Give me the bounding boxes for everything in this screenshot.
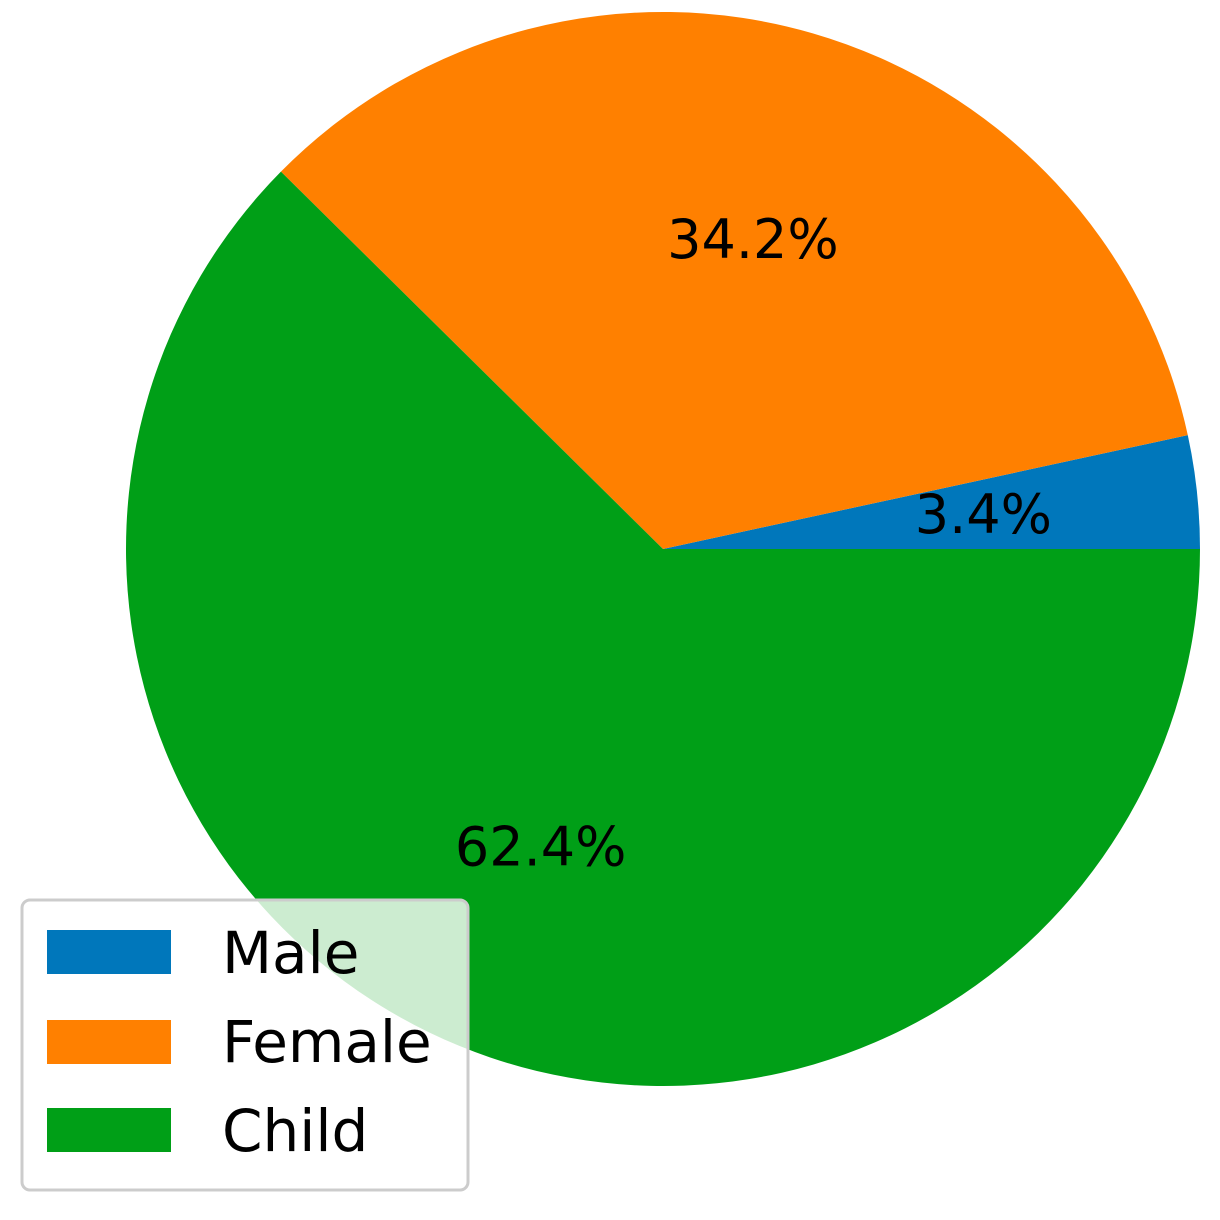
legend-label-female: Female — [222, 1008, 432, 1076]
pie-slice-child — [125, 171, 1201, 1087]
legend-swatch-male — [47, 930, 171, 974]
pie-slice-female — [280, 11, 1188, 550]
legend-label-child: Child — [222, 1097, 368, 1165]
legend: Male Female Child — [20, 898, 470, 1192]
legend-label-male: Male — [222, 919, 359, 987]
pie-label-child: 62.4% — [455, 816, 627, 879]
pie-slices — [125, 11, 1201, 1087]
pie-label-male: 3.4% — [915, 483, 1052, 546]
pie-label-female: 34.2% — [667, 208, 839, 271]
pie-slice-male — [663, 435, 1200, 549]
legend-swatch-female — [47, 1020, 171, 1064]
pie-percent-labels: 3.4% 34.2% 62.4% — [455, 208, 1052, 878]
legend-swatch-child — [47, 1108, 171, 1152]
